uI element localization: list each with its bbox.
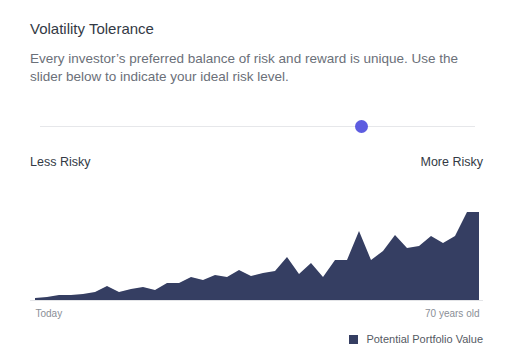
html-text:More Risky: More Risky	[420, 155, 483, 169]
svg-text:Today: Today	[36, 308, 63, 319]
html-text:Potential Portfolio Value: Potential Portfolio Value	[366, 333, 483, 345]
html-text:Every investor’s preferred bal: Every investor’s preferred balance of ri…	[30, 51, 458, 84]
html-text:Volatility Tolerance: Volatility Tolerance	[30, 20, 154, 37]
html-text:Less Risky: Less Risky	[30, 155, 91, 169]
svg-text:70 years old: 70 years old	[425, 308, 479, 319]
